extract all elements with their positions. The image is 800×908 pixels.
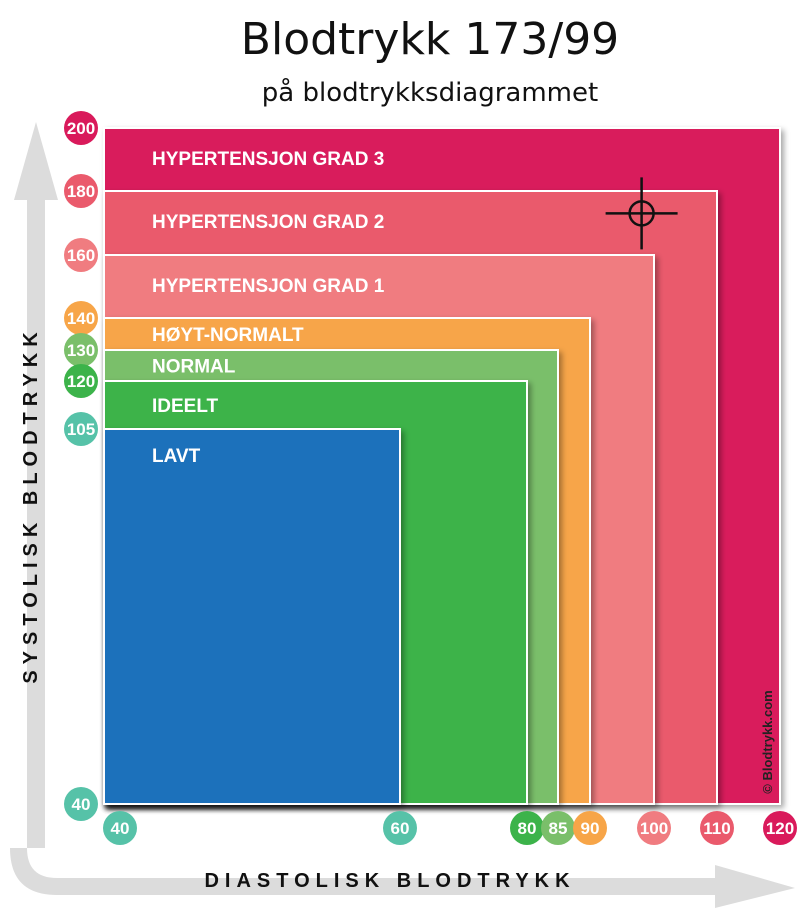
x-tick-badge <box>700 811 734 845</box>
x-tick-badge <box>573 811 607 845</box>
x-tick-badge <box>541 811 575 845</box>
axis-arrows <box>10 122 795 908</box>
zone-label: HYPERTENSJON GRAD 2 <box>152 212 384 233</box>
y-axis-title: SYSTOLISK BLODTRYKK <box>20 326 42 683</box>
x-tick-badge <box>383 811 417 845</box>
y-tick-label: 140 <box>67 309 95 328</box>
page-subtitle: på blodtrykksdiagrammet <box>261 78 599 108</box>
zone-label: HØYT-NORMALT <box>152 325 304 346</box>
y-axis-arrow-icon <box>14 122 58 848</box>
x-tick-label: 60 <box>391 819 410 838</box>
x-axis-ticks: 40 60 80 85 90 100 110 120 <box>103 811 797 845</box>
x-axis-arrow-icon <box>10 848 795 908</box>
y-axis-ticks: 200 180 160 140 130 120 105 40 <box>64 111 98 821</box>
y-tick-label: 180 <box>67 182 95 201</box>
x-tick-label: 85 <box>549 819 568 838</box>
y-tick-badge <box>64 111 98 145</box>
y-tick-badge <box>64 412 98 446</box>
zone-label: HYPERTENSJON GRAD 3 <box>152 149 384 170</box>
x-tick-label: 80 <box>518 819 537 838</box>
x-tick-label: 110 <box>703 819 730 838</box>
x-tick-badge <box>763 811 797 845</box>
y-tick-label: 200 <box>67 119 95 138</box>
zone-label: NORMAL <box>152 357 236 378</box>
credit-text: © Blodtrykk.com <box>760 690 775 794</box>
x-tick-badge <box>510 811 544 845</box>
y-tick-badge <box>64 364 98 398</box>
crosshair-icon <box>605 177 678 250</box>
x-axis-title: DIASTOLISK BLODTRYKK <box>204 870 575 892</box>
x-tick-label: 40 <box>111 819 130 838</box>
zone-rectangles <box>103 127 781 805</box>
y-tick-badge <box>64 238 98 272</box>
x-tick-label: 90 <box>581 819 600 838</box>
y-tick-label: 40 <box>72 795 91 814</box>
y-tick-badge <box>64 333 98 367</box>
zone-labels: HYPERTENSJON GRAD 3 HYPERTENSJON GRAD 2 HY… <box>152 149 385 467</box>
y-tick-label: 160 <box>67 246 95 265</box>
zone-label: IDEELT <box>152 396 219 417</box>
zone-label: HYPERTENSJON GRAD 1 <box>152 276 385 297</box>
y-tick-badge <box>64 174 98 208</box>
page-title: Blodtrykk 173/99 <box>240 14 620 65</box>
x-tick-label: 100 <box>640 819 668 838</box>
y-tick-badge <box>64 301 98 335</box>
y-tick-label: 130 <box>67 341 95 360</box>
y-tick-badge <box>64 787 98 821</box>
y-tick-label: 120 <box>67 372 95 391</box>
x-tick-badge <box>103 811 137 845</box>
y-tick-label: 105 <box>67 420 95 439</box>
x-tick-badge <box>637 811 671 845</box>
x-tick-label: 120 <box>766 819 794 838</box>
zone-lavt <box>103 428 401 805</box>
zone-label: LAVT <box>152 446 201 467</box>
